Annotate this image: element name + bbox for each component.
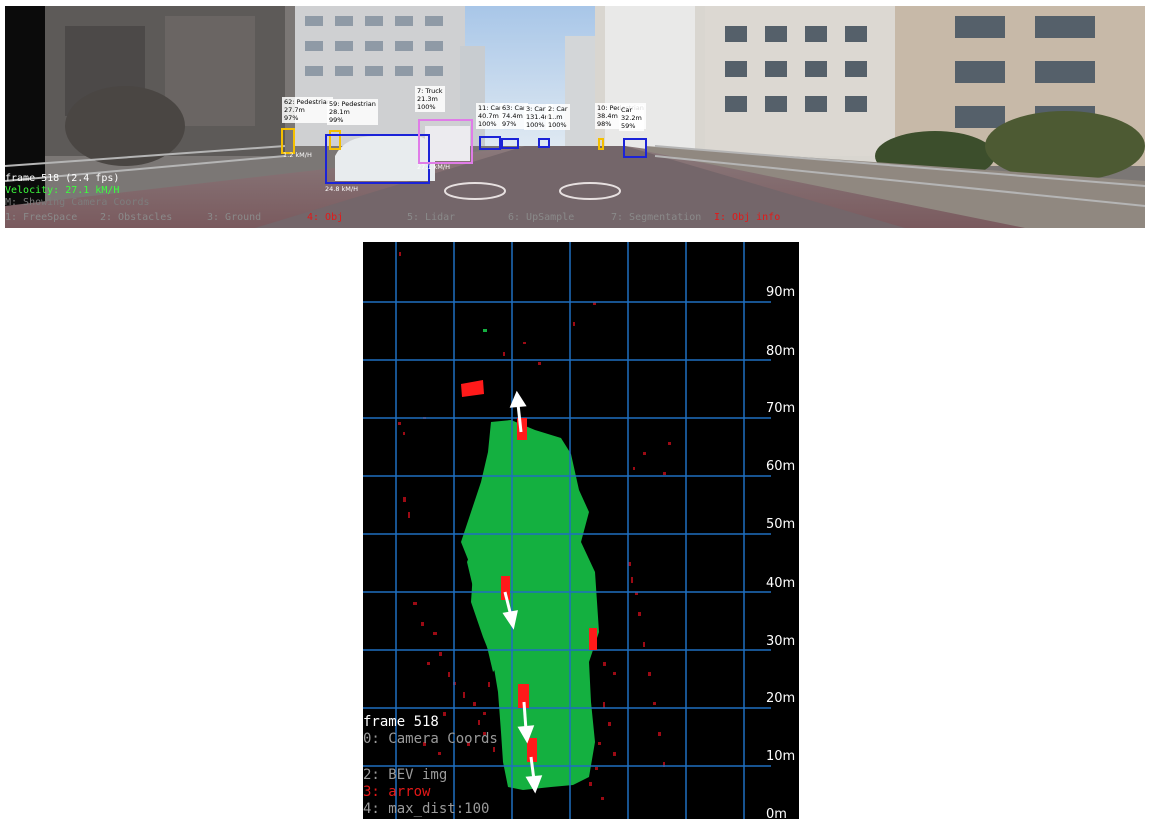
distance-label-70m: 70m (766, 401, 796, 416)
bev-coords-option[interactable]: 0: Camera Coords (363, 731, 498, 747)
distance-label-40m: 40m (766, 576, 796, 591)
pedestrian-box (329, 130, 341, 150)
car-box (479, 136, 501, 150)
coords-status: M: Showing Camera Coords (5, 197, 150, 208)
camera-view: 62: Pedestrian 27.7m 97% 59: Pedestrian … (5, 6, 1145, 228)
distance-label-0m: 0m (766, 807, 787, 819)
frame-status: frame 518 (2.4 fps) (5, 173, 120, 184)
car-box (501, 138, 519, 149)
distance-label-50m: 50m (766, 517, 796, 532)
distance-label-10m: 10m (766, 749, 796, 764)
detection-label: 7: Truck 21.3m 100% (415, 86, 445, 112)
distance-label-90m: 90m (766, 285, 796, 300)
menu-item-lidar[interactable]: 5: Lidar (407, 212, 456, 223)
detection-label: 59: Pedestrian 28.1m 99% (327, 99, 378, 125)
bev-img-option[interactable]: 2: BEV img (363, 767, 448, 783)
distance-label-20m: 20m (766, 691, 796, 706)
distance-label-60m: 60m (766, 459, 796, 474)
menu-item-obj-info[interactable]: I: Obj info (714, 212, 781, 223)
velocity-status: Velocity: 27.1 kM/H (5, 185, 120, 196)
distance-label-30m: 30m (766, 634, 796, 649)
detection-label: 2: Car 1..m 100% (546, 104, 570, 130)
speed-tag: 1.2 kM/H (283, 151, 312, 159)
detection-label: 63: Car 74.4m 97% (500, 103, 528, 129)
detection-label: 11: Car 40.7m 100% (476, 103, 504, 129)
bev-arrow-option[interactable]: 3: arrow (363, 784, 431, 800)
pedestrian-box (598, 138, 604, 150)
menu-item-obstacles[interactable]: 2: Obstacles (100, 212, 173, 223)
menu-item-segmentation[interactable]: 7: Segmentation (611, 212, 702, 223)
freespace-region (461, 420, 599, 790)
distance-label-80m: 80m (766, 344, 796, 359)
menu-item-ground[interactable]: 3: Ground (207, 212, 262, 223)
menu-item-obj[interactable]: 4: Obj (307, 212, 344, 223)
speed-tag: 24.8 kM/H (325, 185, 358, 193)
detection-label: Car 32.2m 59% (619, 105, 644, 131)
bev-view: 90m 80m 70m 60m 50m 40m 30m 20m 10m 0m f… (363, 242, 799, 819)
car-box (623, 138, 647, 158)
truck-box (418, 119, 473, 164)
car-box (325, 134, 430, 184)
bev-map (363, 242, 771, 819)
menu-item-freespace[interactable]: 1: FreeSpace (5, 212, 78, 223)
bev-max-dist-option[interactable]: 4: max_dist:100 (363, 801, 490, 817)
pedestrian-box (281, 128, 295, 154)
lidar-points (398, 252, 671, 800)
menu-item-upsample[interactable]: 6: UpSample (508, 212, 575, 223)
bev-frame-label: frame 518 (363, 714, 439, 730)
speed-tag: 27.1 kM/H (417, 163, 450, 171)
street-scene-image (5, 6, 1145, 228)
car-box (538, 138, 550, 148)
bev-grid (363, 242, 771, 819)
velocity-arrows (502, 390, 543, 794)
detection-label: 62: Pedestrian 27.7m 97% (282, 97, 333, 123)
